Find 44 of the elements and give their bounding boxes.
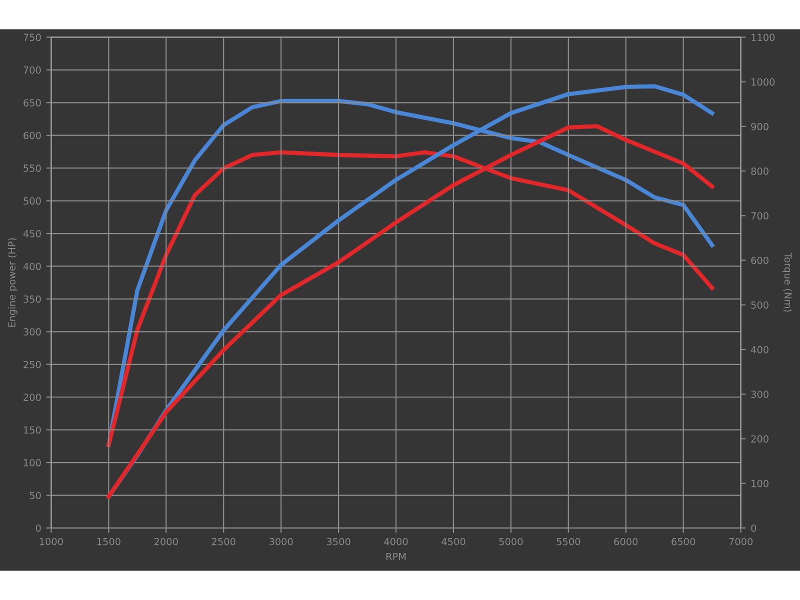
- y2-tick-label: 500: [751, 301, 768, 309]
- y-tick-label: 650: [24, 99, 41, 106]
- y-tick-label: 450: [23, 230, 41, 238]
- y2-tick-label: 1000: [752, 78, 775, 86]
- x-axis-title: RPM: [386, 552, 406, 560]
- y-tick-label: 300: [24, 328, 41, 336]
- x-tick-label: 4000: [384, 538, 408, 546]
- y2-tick-label: 300: [751, 390, 768, 398]
- y-axis-title: Engine power (HP): [8, 238, 18, 327]
- y-tick-label: 50: [30, 492, 41, 500]
- y2-tick-label: 200: [751, 435, 768, 443]
- y2-tick-label: 800: [751, 168, 768, 175]
- y2-tick-label: 0: [751, 524, 756, 532]
- x-tick-label: 5000: [499, 538, 523, 546]
- x-tick-label: 3500: [326, 538, 350, 546]
- y-tick-label: 550: [24, 164, 41, 172]
- y-tick-label: 250: [24, 360, 41, 368]
- y2-tick-label: 700: [751, 212, 768, 220]
- x-tick-label: 7000: [729, 538, 753, 546]
- y-tick-label: 500: [24, 197, 41, 205]
- y2-tick-label: 100: [752, 480, 768, 488]
- y-tick-label: 600: [24, 132, 41, 140]
- y-tick-label: 200: [24, 394, 41, 401]
- y-tick-label: 700: [24, 66, 41, 74]
- y-tick-label: 750: [24, 34, 41, 42]
- y-tick-label: 400: [23, 262, 41, 270]
- x-tick-label: 1000: [40, 538, 63, 546]
- x-tick-label: 1500: [97, 538, 120, 546]
- y-tick-label: 150: [24, 426, 41, 434]
- y2-tick-label: 600: [751, 256, 768, 264]
- x-tick-label: 2500: [212, 538, 236, 546]
- y-tick-label: 350: [24, 295, 41, 303]
- x-tick-label: 3000: [269, 538, 293, 546]
- x-tick-label: 6500: [672, 538, 696, 546]
- y2-tick-label: 1100: [752, 34, 775, 42]
- x-tick-label: 2000: [154, 538, 178, 546]
- y-tick-label: 100: [24, 459, 41, 466]
- y2-tick-label: 400: [751, 346, 768, 354]
- x-tick-label: 4500: [442, 538, 466, 546]
- y-tick-label: 0: [36, 524, 41, 532]
- y2-tick-label: 900: [751, 122, 768, 130]
- y2-axis-title: Torque (Nm): [782, 252, 792, 312]
- x-tick-label: 6000: [614, 538, 638, 546]
- x-tick-label: 5500: [556, 538, 580, 546]
